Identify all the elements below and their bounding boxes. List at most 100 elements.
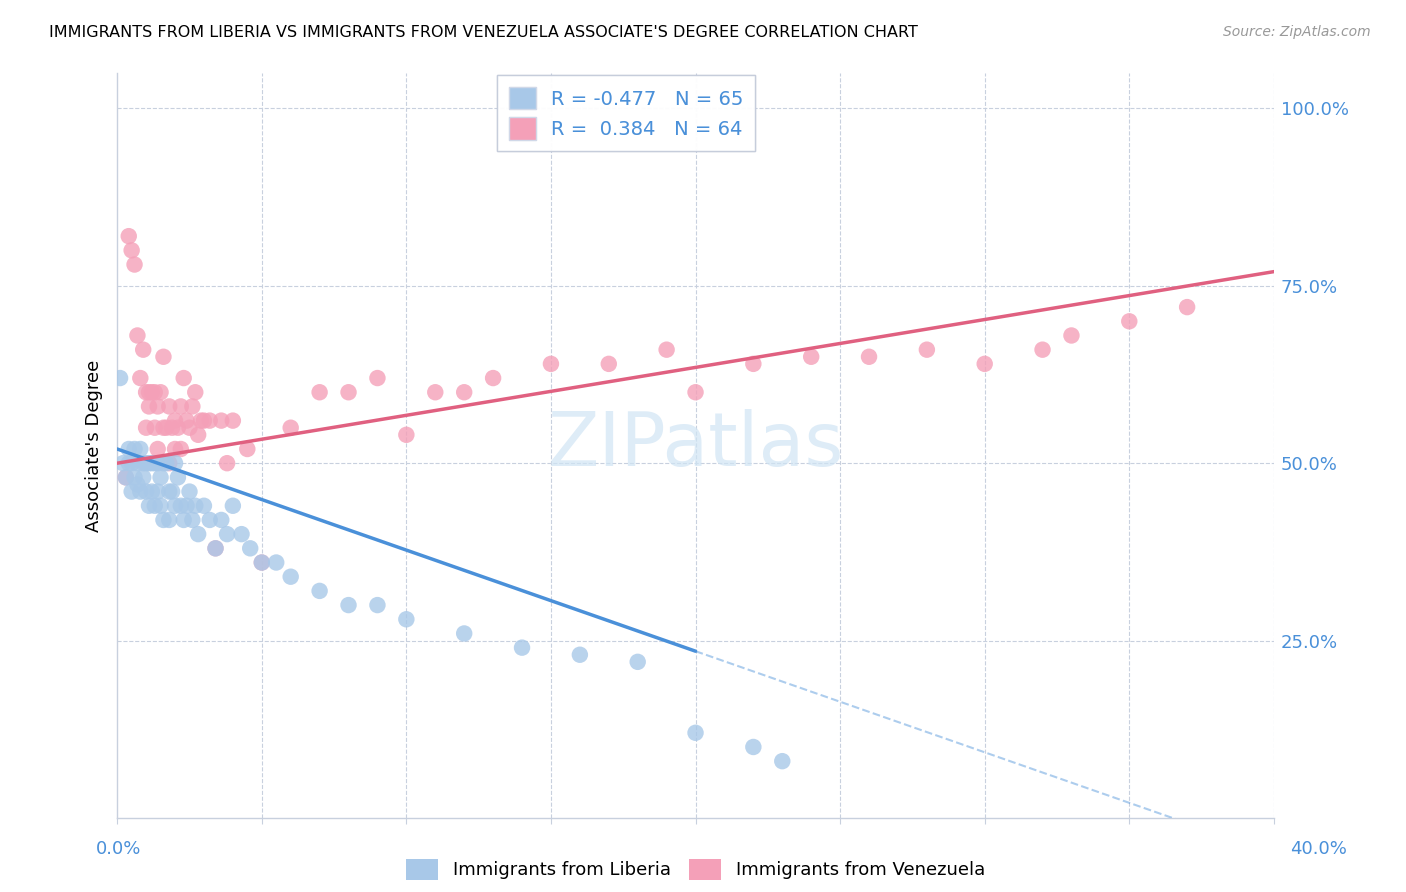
Point bbox=[209, 513, 232, 527]
Point bbox=[121, 244, 143, 258]
Point bbox=[149, 385, 172, 400]
Point bbox=[146, 442, 169, 456]
Point bbox=[395, 427, 418, 442]
Point bbox=[337, 598, 360, 612]
Point bbox=[157, 513, 180, 527]
Point bbox=[155, 456, 177, 470]
Point bbox=[111, 456, 134, 470]
Point bbox=[173, 513, 195, 527]
Point bbox=[1118, 314, 1140, 328]
Point bbox=[138, 400, 160, 414]
Point bbox=[163, 499, 186, 513]
Point bbox=[453, 385, 475, 400]
Point bbox=[742, 357, 765, 371]
Point bbox=[132, 343, 155, 357]
Point bbox=[366, 371, 388, 385]
Point bbox=[770, 754, 793, 768]
Point bbox=[124, 470, 146, 484]
Point bbox=[127, 477, 149, 491]
Point bbox=[149, 499, 172, 513]
Point bbox=[217, 456, 239, 470]
Point bbox=[308, 385, 330, 400]
Point bbox=[163, 456, 186, 470]
Point bbox=[280, 421, 302, 435]
Point bbox=[231, 527, 253, 541]
Point bbox=[163, 442, 186, 456]
Point bbox=[181, 513, 204, 527]
Point bbox=[187, 427, 209, 442]
Text: ZIPatlas: ZIPatlas bbox=[547, 409, 844, 482]
Text: Source: ZipAtlas.com: Source: ZipAtlas.com bbox=[1223, 25, 1371, 39]
Point bbox=[141, 484, 163, 499]
Point bbox=[198, 414, 221, 428]
Point bbox=[143, 385, 166, 400]
Point bbox=[141, 385, 163, 400]
Point bbox=[108, 371, 131, 385]
Point bbox=[1031, 343, 1053, 357]
Point bbox=[135, 385, 157, 400]
Point bbox=[132, 470, 155, 484]
Point bbox=[143, 421, 166, 435]
Point bbox=[163, 414, 186, 428]
Point bbox=[143, 456, 166, 470]
Point bbox=[146, 400, 169, 414]
Point bbox=[598, 357, 620, 371]
Point bbox=[425, 385, 447, 400]
Point bbox=[250, 556, 273, 570]
Point bbox=[135, 456, 157, 470]
Point bbox=[129, 484, 152, 499]
Text: 0.0%: 0.0% bbox=[96, 840, 141, 858]
Point bbox=[146, 456, 169, 470]
Point bbox=[176, 499, 198, 513]
Point bbox=[198, 513, 221, 527]
Point bbox=[308, 583, 330, 598]
Point bbox=[160, 484, 183, 499]
Point bbox=[627, 655, 650, 669]
Point bbox=[132, 456, 155, 470]
Point bbox=[152, 350, 174, 364]
Point bbox=[181, 400, 204, 414]
Point bbox=[160, 421, 183, 435]
Point bbox=[121, 484, 143, 499]
Point bbox=[184, 499, 207, 513]
Point bbox=[157, 484, 180, 499]
Point bbox=[685, 385, 707, 400]
Point bbox=[152, 513, 174, 527]
Point bbox=[337, 385, 360, 400]
Point bbox=[118, 456, 141, 470]
Point bbox=[655, 343, 678, 357]
Point bbox=[395, 612, 418, 626]
Point bbox=[204, 541, 226, 556]
Point bbox=[510, 640, 533, 655]
Point bbox=[149, 470, 172, 484]
Point bbox=[138, 499, 160, 513]
Point bbox=[141, 456, 163, 470]
Point bbox=[115, 470, 138, 484]
Point bbox=[858, 350, 880, 364]
Point bbox=[193, 414, 215, 428]
Point bbox=[138, 456, 160, 470]
Point bbox=[173, 371, 195, 385]
Point bbox=[973, 357, 995, 371]
Point bbox=[236, 442, 259, 456]
Point bbox=[152, 456, 174, 470]
Point bbox=[179, 484, 201, 499]
Point bbox=[157, 456, 180, 470]
Text: IMMIGRANTS FROM LIBERIA VS IMMIGRANTS FROM VENEZUELA ASSOCIATE'S DEGREE CORRELAT: IMMIGRANTS FROM LIBERIA VS IMMIGRANTS FR… bbox=[49, 25, 918, 40]
Point bbox=[742, 739, 765, 754]
Point bbox=[190, 414, 212, 428]
Point bbox=[264, 556, 287, 570]
Point bbox=[204, 541, 226, 556]
Point bbox=[184, 385, 207, 400]
Point bbox=[167, 421, 190, 435]
Point bbox=[170, 499, 193, 513]
Point bbox=[280, 570, 302, 584]
Point bbox=[540, 357, 562, 371]
Point bbox=[176, 414, 198, 428]
Point bbox=[800, 350, 823, 364]
Point bbox=[222, 414, 245, 428]
Point bbox=[170, 400, 193, 414]
Point bbox=[146, 484, 169, 499]
Point bbox=[157, 400, 180, 414]
Point bbox=[143, 499, 166, 513]
